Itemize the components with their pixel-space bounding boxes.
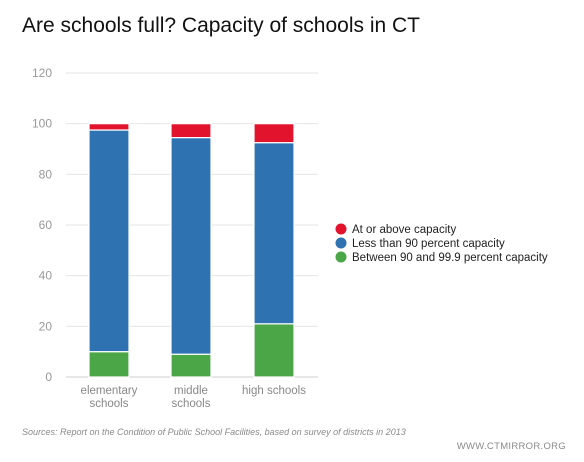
- legend: At or above capacity Less than 90 percent…: [335, 223, 548, 264]
- legend-swatch: [335, 251, 347, 263]
- bar-segment: [253, 123, 295, 144]
- legend-swatch: [335, 223, 347, 235]
- bar-segment: [170, 137, 212, 355]
- bar-segment: [88, 129, 130, 353]
- x-category-label: high schools: [242, 385, 306, 397]
- credit-link[interactable]: WWW.CTMIRROR.ORG: [456, 441, 566, 452]
- legend-label: Less than 90 percent capacity: [352, 238, 505, 250]
- bars: [88, 123, 295, 378]
- bar-segment: [170, 123, 212, 139]
- x-category-label: elementary: [81, 385, 138, 397]
- bar-segment: [253, 323, 295, 378]
- y-tick-label: 120: [32, 66, 52, 80]
- chart-title: Are schools full? Capacity of schools in…: [22, 14, 421, 37]
- y-tick-label: 100: [32, 117, 52, 131]
- bar-segment: [170, 353, 212, 378]
- legend-label: Between 90 and 99.9 percent capacity: [352, 252, 548, 264]
- y-tick-label: 0: [45, 370, 52, 384]
- y-axis-ticks: 0 20 40 60 80 100 120: [32, 66, 52, 384]
- x-category-label: schools: [90, 398, 129, 410]
- legend-label: At or above capacity: [352, 224, 456, 236]
- y-tick-label: 60: [39, 218, 53, 232]
- bar-segment: [88, 123, 130, 131]
- y-tick-label: 40: [39, 269, 53, 283]
- x-category-label: schools: [172, 398, 211, 410]
- source-note: Sources: Report on the Condition of Publ…: [22, 427, 406, 437]
- bar-segment: [88, 351, 130, 378]
- y-tick-label: 80: [39, 167, 53, 181]
- bar-segment: [253, 142, 295, 325]
- legend-swatch: [335, 237, 347, 249]
- x-category-label: middle: [174, 385, 208, 397]
- y-tick-label: 20: [39, 319, 53, 333]
